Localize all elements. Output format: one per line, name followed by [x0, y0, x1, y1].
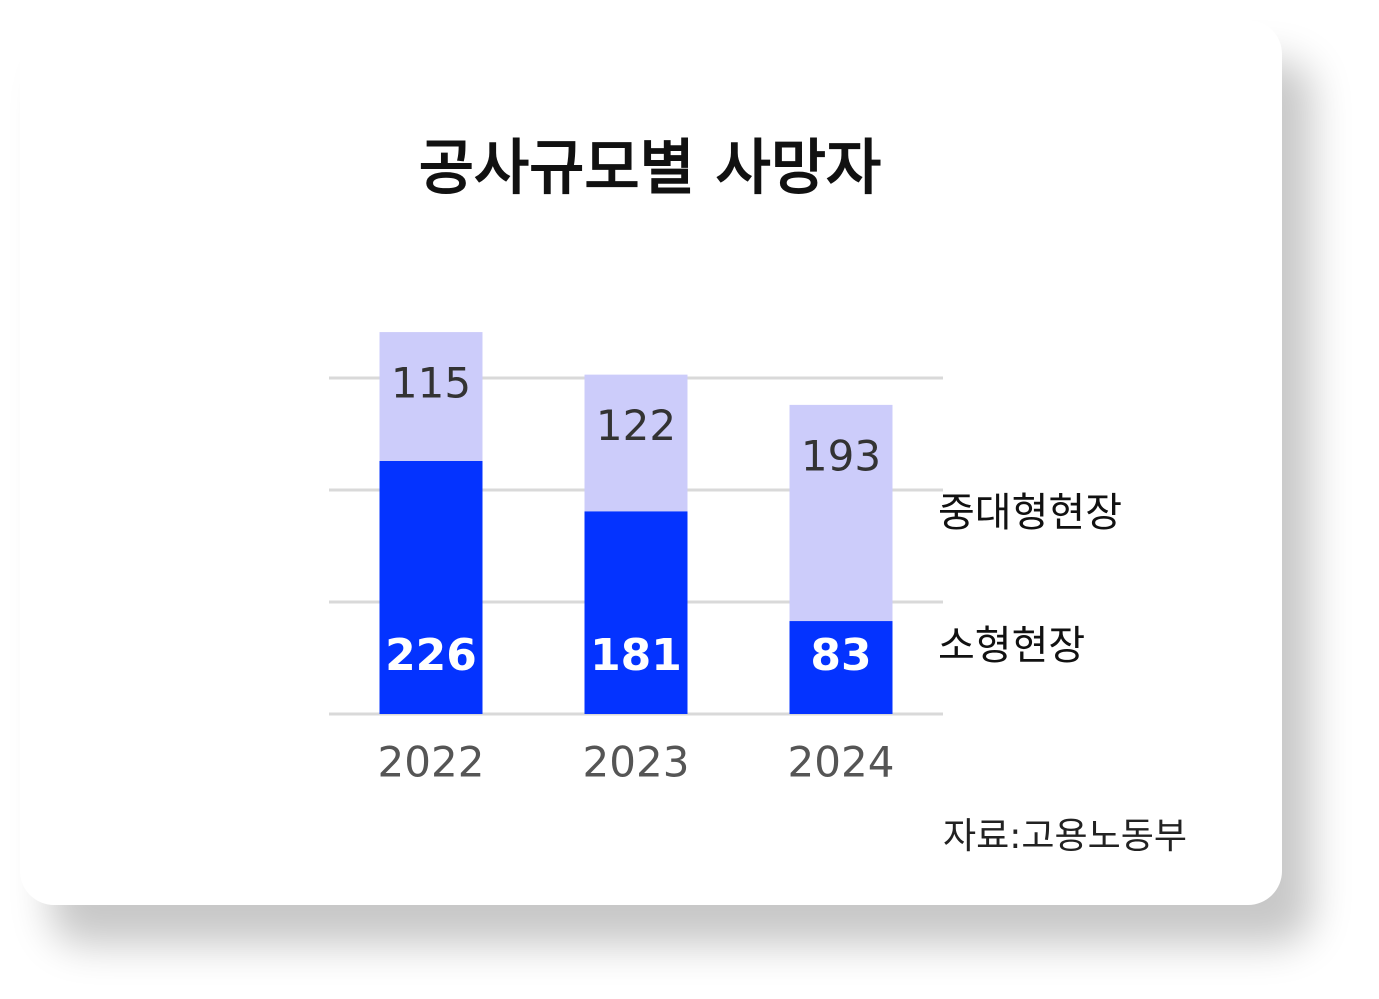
value-label: 181	[590, 630, 682, 681]
value-label: 122	[596, 401, 676, 450]
chart-title: 공사규모별 사망자	[419, 134, 882, 204]
value-label: 226	[385, 630, 477, 681]
series-label: 소형현장	[938, 623, 1085, 669]
bar-segment	[789, 404, 893, 622]
bar-segment	[789, 621, 893, 714]
bar-segment	[379, 460, 483, 714]
x-tick-label: 2023	[583, 738, 690, 787]
value-label: 115	[391, 359, 471, 408]
value-label: 193	[801, 431, 881, 480]
bar-segment	[584, 511, 688, 714]
x-tick-label: 2024	[788, 738, 895, 787]
series-label: 중대형현장	[938, 490, 1122, 536]
value-label: 83	[810, 630, 871, 681]
bar-segment	[379, 332, 483, 461]
x-tick-label: 2022	[378, 738, 485, 787]
bar-segment	[584, 374, 688, 512]
source: 자료:고용노동부	[943, 816, 1187, 857]
